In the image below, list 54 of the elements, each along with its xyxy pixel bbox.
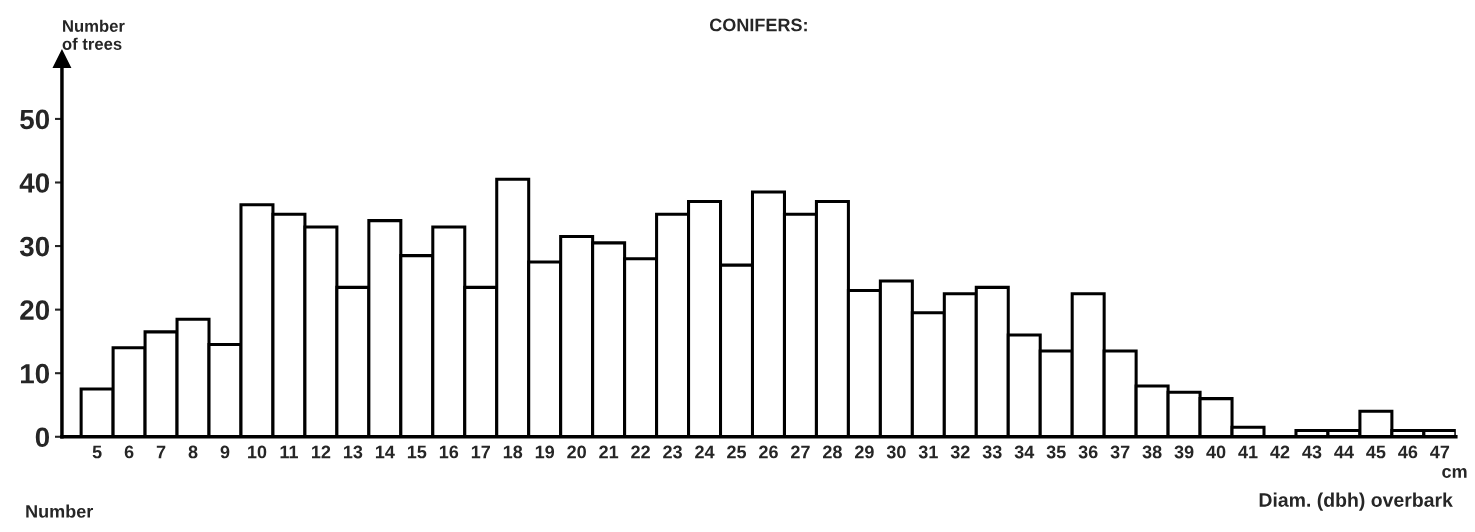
x-tick-label: 10 [248, 445, 267, 459]
x-tick-label: 36 [1078, 445, 1098, 459]
x-tick-label: 39 [1174, 445, 1194, 459]
chart-title: CONIFERS: [709, 18, 807, 32]
x-tick-label: 33 [982, 445, 1002, 459]
text: cm [1442, 467, 1467, 478]
x-tick-label: 37 [1110, 445, 1130, 459]
x-tick-label: 43 [1302, 445, 1322, 459]
x-tick-label: 21 [599, 445, 619, 459]
x-tick-label: 40 [1206, 445, 1226, 459]
x-tick-label: 28 [823, 445, 842, 459]
x-tick-label: 22 [631, 445, 650, 459]
x-tick-label: 11 [280, 445, 298, 459]
x-tick-label: 44 [1334, 445, 1354, 459]
x-tick-label: 35 [1046, 445, 1066, 459]
x-tick-label: 6 [124, 445, 134, 459]
x-tick-label: 42 [1270, 445, 1290, 459]
x-tick-label: 15 [407, 445, 427, 459]
x-tick-label: 30 [886, 445, 906, 459]
x-tick-label: 34 [1014, 445, 1035, 459]
x-axis-title: Diam. (dbh) overbark [1259, 492, 1453, 511]
y-tick-label: 0 [35, 427, 50, 448]
x-tick-label: 13 [343, 445, 363, 459]
y-axis-title: Number of trees [62, 19, 125, 50]
x-tick-label: 8 [188, 445, 198, 459]
x-tick-label: 23 [663, 445, 682, 459]
x-tick-label: 25 [727, 445, 747, 459]
x-tick-label: 16 [439, 445, 459, 459]
x-tick-label: 5 [92, 445, 102, 459]
x-tick-label: 24 [695, 445, 715, 459]
x-tick-label: 7 [156, 445, 166, 459]
x-tick-label: 20 [567, 445, 586, 459]
x-tick-label: 9 [220, 445, 230, 459]
x-tick-label: 45 [1366, 445, 1386, 459]
x-tick-label: 38 [1142, 445, 1162, 459]
y-tick-label: 10 [21, 363, 50, 384]
x-tick-label: 17 [471, 445, 490, 459]
y-tick-label: 30 [19, 236, 50, 257]
y-tick-label: 50 [20, 109, 50, 130]
x-tick-label: 32 [950, 445, 970, 459]
x-tick-label: 27 [791, 445, 810, 459]
x-tick-label: 26 [759, 445, 778, 459]
text: Number [26, 504, 94, 518]
x-tick-label: 14 [375, 445, 395, 459]
x-tick-label: 12 [312, 445, 331, 459]
x-tick-label: 29 [854, 445, 874, 459]
x-tick-label: 19 [535, 445, 555, 459]
x-tick-label: 47 [1430, 445, 1450, 459]
y-tick-label: 20 [20, 300, 50, 320]
x-tick-label: 18 [503, 445, 523, 459]
x-tick-label: 31 [918, 445, 938, 459]
y-tick-label: 40 [19, 173, 50, 193]
x-tick-label: 41 [1238, 445, 1258, 459]
x-tick-label: 46 [1398, 445, 1418, 459]
